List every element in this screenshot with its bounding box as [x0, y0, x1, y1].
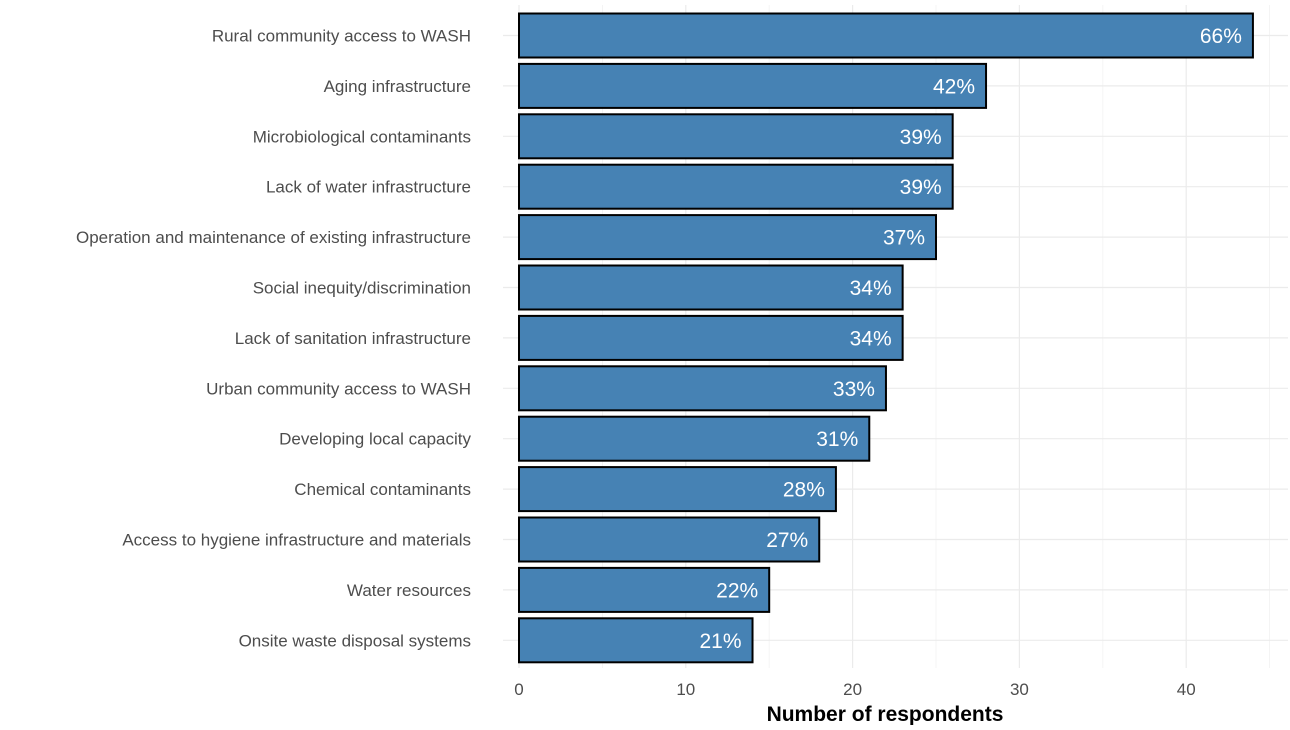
x-axis-ticks: 0 10 20 30 40: [514, 680, 1195, 699]
bar-value-label: 37%: [883, 227, 925, 250]
bar: [518, 62, 988, 109]
bar-value-label: 42%: [933, 75, 975, 98]
bar: [518, 12, 1254, 59]
bar-value-label: 34%: [850, 277, 892, 300]
bar: [518, 163, 954, 210]
x-axis-title: Number of respondents: [767, 703, 1004, 725]
bar: [518, 617, 754, 664]
bar: [518, 365, 887, 412]
x-tick-label: 20: [843, 680, 862, 699]
category-label: Lack of water infrastructure: [266, 178, 471, 197]
bar: [518, 314, 904, 361]
bar-value-label: 39%: [900, 126, 942, 149]
bar-value-label: 34%: [850, 327, 892, 350]
bar: [518, 566, 771, 613]
bar-value-label: 31%: [816, 428, 858, 451]
bar-value-labels: 66% 42% 39% 39% 37% 34% 34% 33% 31% 28% 27% 22% 21%: [699, 25, 1241, 653]
x-tick-label: 30: [1010, 680, 1029, 699]
category-label: Urban community access to WASH: [206, 379, 471, 398]
category-label: Water resources: [347, 581, 471, 600]
bar-value-label: 22%: [716, 579, 758, 602]
bar: [518, 214, 937, 261]
bar-value-label: 28%: [783, 479, 825, 502]
bar: [518, 415, 871, 462]
bar: [518, 466, 837, 513]
bar-value-label: 39%: [900, 176, 942, 199]
bar-value-label: 66%: [1200, 25, 1242, 48]
category-label: Access to hygiene infrastructure and mat…: [122, 531, 471, 550]
x-tick-label: 10: [676, 680, 695, 699]
bars: [518, 12, 1254, 664]
category-label: Social inequity/discrimination: [253, 279, 471, 298]
bar-value-label: 33%: [833, 378, 875, 401]
category-label: Operation and maintenance of existing in…: [76, 228, 471, 247]
bar-value-label: 21%: [699, 630, 741, 653]
bar: [518, 264, 904, 311]
x-tick-label: 0: [514, 680, 523, 699]
bar-value-label: 27%: [766, 529, 808, 552]
x-tick-label: 40: [1177, 680, 1196, 699]
category-label: Rural community access to WASH: [212, 27, 471, 46]
category-labels: Rural community access to WASH Aging infr…: [76, 27, 472, 651]
category-label: Developing local capacity: [279, 430, 471, 449]
category-label: Onsite waste disposal systems: [239, 631, 471, 650]
bar: [518, 113, 954, 160]
category-label: Aging infrastructure: [324, 77, 471, 96]
bar: [518, 516, 821, 563]
category-label: Microbiological contaminants: [253, 127, 471, 146]
category-label: Chemical contaminants: [294, 480, 471, 499]
category-label: Lack of sanitation infrastructure: [235, 329, 471, 348]
